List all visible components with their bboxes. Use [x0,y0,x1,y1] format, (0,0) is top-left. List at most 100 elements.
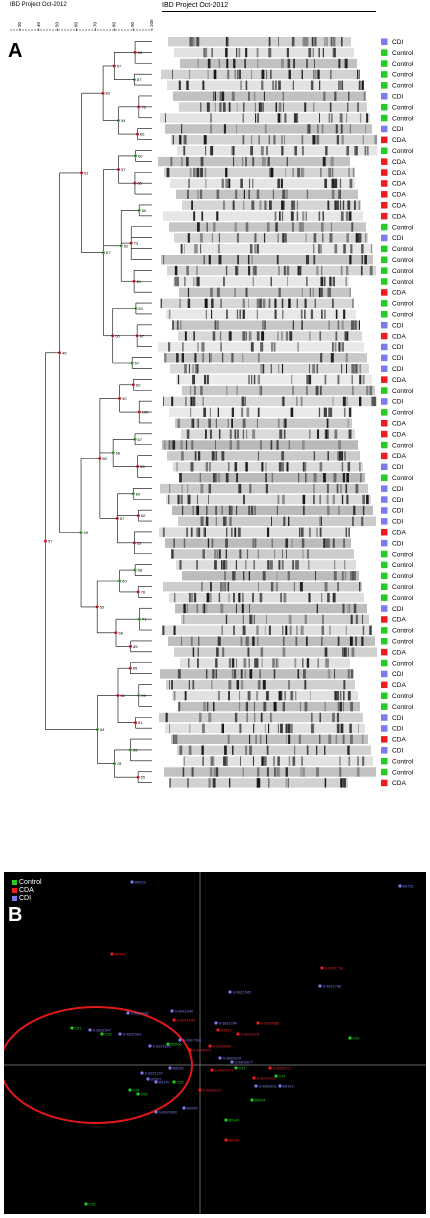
pca-point: B5140 [224,1118,239,1123]
gel-band [287,516,290,526]
gel-band [181,483,183,494]
gel-band [362,135,364,145]
gel-band [269,200,271,210]
gel-lane-background [164,353,367,363]
gel-band [300,625,303,635]
gel-band [291,374,293,385]
gel-band [240,636,243,646]
gel-band [193,680,195,690]
gel-band [349,124,352,134]
gel-lane [169,407,352,417]
gel-band [346,146,350,156]
gel-band [343,309,346,319]
gel-lane-background [172,505,373,516]
gel-band [177,374,180,385]
gel-band [295,691,297,701]
gel-band [192,680,194,690]
sample-group-swatch [381,485,388,492]
dendrogram-and-gel: 30 40 50 60 70 80 90 10069877666606560738163875… [10,19,414,788]
gel-band [204,527,206,537]
gel-lane-background [178,701,360,712]
gel-band [179,135,182,145]
gel-band [261,756,264,766]
gel-band [248,374,250,385]
gel-band [216,287,220,298]
gel-lane-background [160,669,352,679]
gel-lane [178,701,360,712]
gel-band [199,473,201,483]
gel-band [273,756,275,766]
gel-band [235,265,238,276]
gel-lane [167,80,364,90]
gel-band [233,58,236,69]
sample-group-swatch [381,757,388,765]
gel-band [276,505,278,516]
gel-band [172,69,173,80]
pca-point-marker [110,952,114,956]
sample-group-label: Control [392,562,414,569]
gel-band [320,167,322,178]
pca-point-marker [130,880,134,884]
gel-band [302,505,305,516]
sample-group-swatch [381,212,388,220]
gel-band [184,244,185,254]
sample-group-label: Control [392,551,414,558]
gel-band [181,124,183,134]
gel-band [329,102,332,112]
sample-group-swatch [381,463,388,471]
gel-band [260,364,264,374]
pca-point-marker [118,1032,122,1036]
gel-lane-background [163,211,363,221]
gel-band [273,669,276,679]
gel-band [272,658,275,668]
sample-group-swatch [381,681,388,689]
gel-band [253,560,256,570]
gel-band [344,451,346,461]
gel-band [267,156,270,167]
gel-band [282,189,285,199]
gel-band [311,80,314,90]
gel-band [209,407,211,417]
gel-band [190,396,193,407]
gel-band [281,146,284,156]
gel-band [229,331,232,341]
gel-band [294,146,297,156]
gel-band [254,701,255,712]
gel-band [292,80,294,90]
gel-band [327,451,329,461]
node-similarity-label: 100 [142,410,149,415]
gel-band [257,767,260,777]
gel-band [360,265,363,276]
gel-band [261,80,264,90]
gel-lane [174,47,354,58]
gel-band [337,320,340,330]
pca-point: S-6841682 [126,1011,149,1016]
gel-band [163,440,166,450]
gel-band [257,680,261,690]
gel-band [349,287,351,298]
sample-group-label: Control [392,639,414,646]
gel-band [216,647,219,657]
gel-band [246,407,250,417]
gel-band [221,178,224,189]
gel-band [281,200,284,210]
gel-band [332,276,336,287]
pca-point-marker [172,1080,176,1084]
gel-lane [175,603,367,614]
gel-band [255,734,257,744]
gel-band [234,287,236,298]
gel-band [316,265,319,276]
gel-band [188,233,190,243]
legend-swatch-cdi [12,895,17,901]
gel-band [230,527,233,537]
gel-band [216,189,220,199]
pca-point-marker [88,1028,92,1032]
scale-tick-label: 80 [111,21,116,27]
gel-band [260,647,264,657]
gel-band [336,691,340,701]
gel-band [220,582,223,592]
gel-band [306,658,310,668]
sample-group-swatch [381,223,388,231]
gel-lane [180,58,357,69]
gel-band [332,342,334,352]
